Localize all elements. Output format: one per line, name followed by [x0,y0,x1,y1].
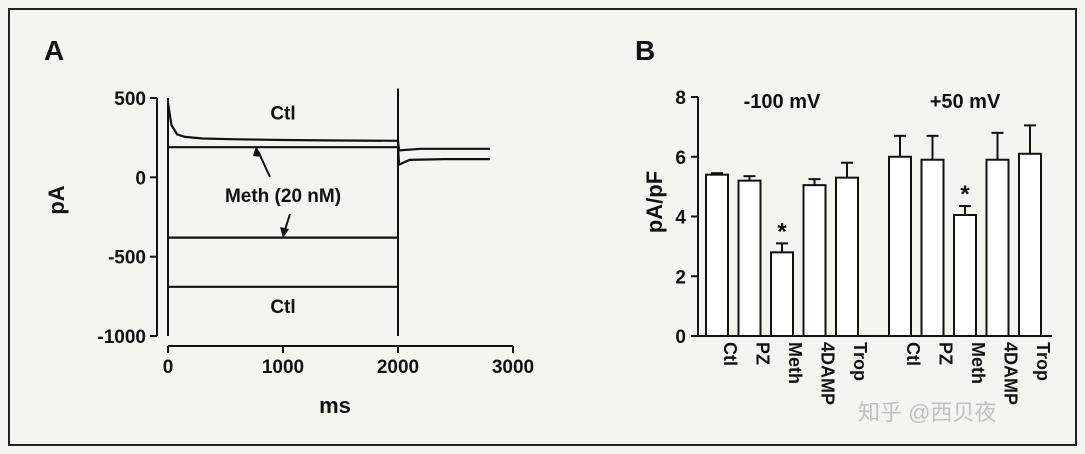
panel-a-x-tick-label: 2000 [377,357,419,378]
panel-b-bar [888,155,912,337]
panel-a: A pA ms 500 0 -500 -1000 0 1000 2000 3000 Ctl Me… [44,35,534,418]
panel-a-label: A [44,35,64,66]
panel-b-bar [920,158,945,337]
panel-b-bars: Ctl PZ * Meth 4DAMP Trop Ctl PZ * Meth 4DAMP Trop [705,124,1053,405]
panel-b-bar [985,158,1010,337]
panel-a-trace-2 [168,146,490,166]
panel-a-y-tick-label: 500 [114,89,146,110]
panel-a-axes: 500 0 -500 -1000 0 1000 2000 3000 [97,88,534,378]
panel-b-category-label: Meth [785,342,805,384]
panel-b-label: B [635,35,655,66]
panel-a-x-axis-label: ms [319,393,351,418]
panel-b-category-label: Trop [1033,342,1053,381]
panel-b-category-label: PZ [753,342,773,365]
panel-a-annotation: Meth (20 nM) [225,186,341,207]
panel-b-group-labels: -100 mV +50 mV [744,91,1001,113]
panel-b-bar [1018,152,1042,337]
figure-border [8,8,1077,446]
panel-b-y-axis-label: pA/pF [642,171,667,233]
panel-b-bar [953,214,977,338]
panel-b-y-tick-label: 6 [675,148,686,169]
panel-b: B pA/pF 0 2 4 6 8 Ctl PZ * Meth 4DAMP Trop Ctl PZ * M… [635,35,1053,405]
panel-a-x-tick-label: 1000 [262,357,304,378]
panel-b-bar [835,176,859,337]
panel-b-category-label: 4DAMP [818,342,838,405]
panel-b-category-label: 4DAMP [1001,342,1021,405]
watermark-text: 知乎 @西贝夜 [858,400,996,425]
panel-b-group-label: +50 mV [930,91,1001,113]
panel-b-bar [802,184,827,337]
panel-b-y-tick-label: 4 [675,208,686,229]
panel-a-annotations: Ctl Meth (20 nM) Ctl [225,103,341,318]
panel-b-bar [737,179,762,337]
panel-b-category-label: Trop [850,342,870,381]
panel-a-y-tick-label: 0 [135,168,146,189]
panel-b-bar [705,173,729,337]
panel-b-category-label: PZ [936,342,956,365]
panel-b-y-tick-label: 2 [675,267,686,288]
panel-a-y-axis-label: pA [44,185,69,214]
panel-a-annotation: Ctl [270,297,295,318]
panel-a-x-tick-label: 0 [163,357,174,378]
panel-b-group-label: -100 mV [744,91,821,113]
panel-b-significance-marker: * [960,181,970,208]
panel-b-y-tick-label: 0 [675,327,686,348]
panel-b-category-label: Ctl [720,342,740,366]
panel-a-arrows [253,146,291,238]
panel-b-y-tick-label: 8 [675,88,686,109]
arrow-head-lower [280,227,289,238]
panel-a-y-tick-label: -500 [108,248,146,269]
panel-a-trace-1 [166,102,490,152]
panel-b-category-label: Ctl [903,342,923,366]
panel-a-y-tick-label: -1000 [97,327,146,348]
arrow-head-upper [253,146,262,157]
panel-a-annotation: Ctl [270,103,295,124]
panel-b-bar [770,251,794,338]
panel-b-significance-marker: * [777,218,787,245]
panel-b-category-label: Meth [968,342,988,384]
panel-a-x-tick-label: 3000 [492,357,534,378]
